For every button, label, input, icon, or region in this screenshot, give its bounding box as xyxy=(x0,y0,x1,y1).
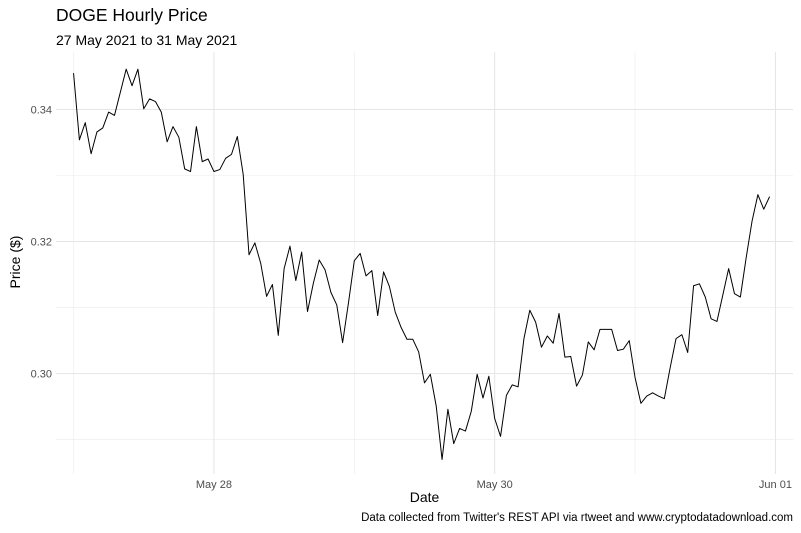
x-axis-title: Date xyxy=(409,489,440,505)
x-tick-label: Jun 01 xyxy=(759,479,792,491)
chart-subtitle: 27 May 2021 to 31 May 2021 xyxy=(56,32,238,48)
major-gridlines xyxy=(56,52,793,474)
y-tick-label: 0.32 xyxy=(31,237,52,249)
y-axis-title: Price ($) xyxy=(7,235,23,289)
x-tick-label: May 30 xyxy=(477,479,513,491)
chart-caption: Data collected from Twitter's REST API v… xyxy=(361,512,793,524)
y-axis-tick-labels: 0.30 0.32 0.34 xyxy=(31,104,52,380)
x-axis-tick-labels: May 28 May 30 Jun 01 xyxy=(196,479,792,491)
series-group xyxy=(73,68,771,460)
price-series-line xyxy=(73,68,771,460)
minor-gridlines xyxy=(56,52,793,474)
y-tick-label: 0.30 xyxy=(31,369,52,381)
chart-title: DOGE Hourly Price xyxy=(56,5,208,25)
x-tick-label: May 28 xyxy=(196,479,232,491)
y-tick-label: 0.34 xyxy=(31,104,52,116)
